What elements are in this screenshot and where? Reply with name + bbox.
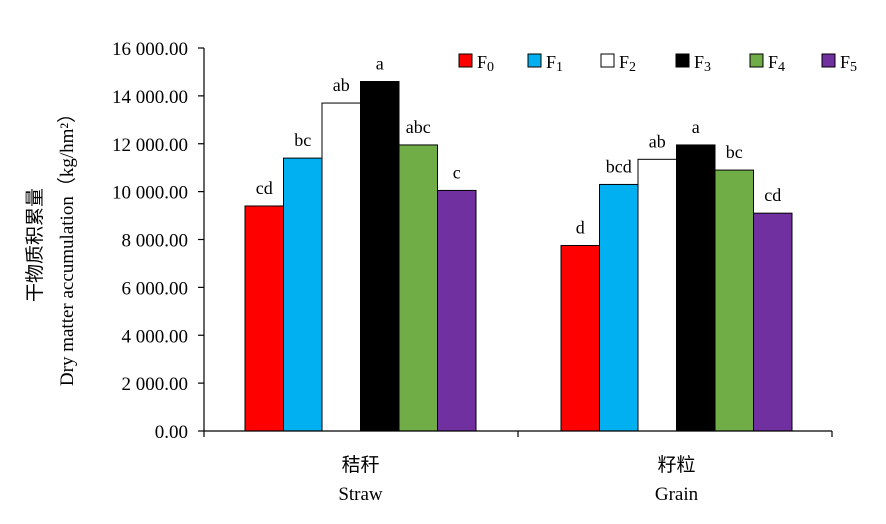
y-tick-label: 16 000.00	[112, 39, 188, 60]
legend-item-F2: F2	[600, 52, 636, 75]
legend-item-F5: F5	[821, 52, 857, 75]
x-category-label-en: Grain	[655, 484, 699, 505]
y-axis-label: 干物质积累量 Dry matter accumulation（kg/hm²）	[24, 104, 78, 386]
y-tick-label: 2 000.00	[122, 374, 189, 395]
significance-label: cd	[764, 185, 781, 205]
y-tick-label: 12 000.00	[112, 135, 188, 156]
bar-F5-grain	[753, 212, 793, 432]
x-category-label-cn: 籽粒	[657, 454, 695, 476]
significance-label: a	[376, 54, 384, 74]
bar-F4-straw	[398, 144, 438, 432]
significance-label: c	[453, 162, 461, 182]
legend-swatch	[821, 53, 836, 68]
legend-item-F4: F4	[749, 52, 785, 75]
legend-label: F3	[694, 52, 711, 75]
legend-label: F2	[619, 52, 636, 75]
significance-label: d	[576, 217, 585, 237]
bar-F3-straw	[360, 81, 400, 432]
legend-swatch	[749, 53, 764, 68]
x-category-label-cn: 秸秆	[341, 454, 379, 476]
significance-label: ab	[649, 131, 666, 151]
bars	[244, 81, 793, 432]
significance-label: bcd	[606, 156, 632, 176]
significance-label: abc	[406, 117, 431, 137]
bar-F1-straw	[283, 157, 323, 432]
legend-swatch	[458, 53, 473, 68]
legend-item-F1: F1	[527, 52, 563, 75]
x-category-label-en: Straw	[338, 484, 383, 505]
legend-label: F4	[768, 52, 785, 75]
y-tick-label: 6 000.00	[122, 278, 189, 299]
significance-label: cd	[256, 178, 273, 198]
bar-F5-straw	[437, 189, 477, 432]
bar-F0-straw	[244, 205, 284, 432]
legend-label: F1	[546, 52, 563, 75]
legend-swatch	[600, 53, 615, 68]
legend-item-F0: F0	[458, 52, 494, 75]
y-tick-label: 10 000.00	[112, 183, 188, 204]
y-axis: 0.00 2 000.00 4 000.00 6 000.00 8 000.00 10 0…	[112, 39, 205, 443]
x-axis: 秸秆 Straw 籽粒 Grain	[203, 430, 833, 505]
legend-swatch	[675, 53, 690, 68]
y-tick-label: 0.00	[155, 422, 188, 443]
legend-label: F5	[840, 52, 857, 75]
legend-swatch	[527, 53, 542, 68]
bar-F4-grain	[714, 169, 754, 432]
y-tick-label: 4 000.00	[122, 326, 189, 347]
significance-label: ab	[333, 75, 350, 95]
y-tick-label: 14 000.00	[112, 87, 188, 108]
bar-F3-grain	[676, 144, 716, 432]
significance-label: bc	[294, 130, 311, 150]
legend-label: F0	[477, 52, 494, 75]
legend: F0 F1 F2 F3 F4 F5	[458, 52, 857, 75]
y-tick-label: 8 000.00	[122, 231, 189, 252]
bar-F1-grain	[599, 183, 639, 432]
significance-label: a	[692, 117, 700, 137]
y-axis-label-en: Dry matter accumulation（kg/hm²）	[56, 104, 78, 386]
bar-F0-grain	[560, 244, 600, 432]
significance-label: bc	[726, 142, 743, 162]
bar-F2-grain	[637, 158, 677, 432]
y-axis-label-cn: 干物质积累量	[24, 188, 46, 302]
bar-F2-straw	[321, 102, 361, 432]
legend-item-F3: F3	[675, 52, 711, 75]
